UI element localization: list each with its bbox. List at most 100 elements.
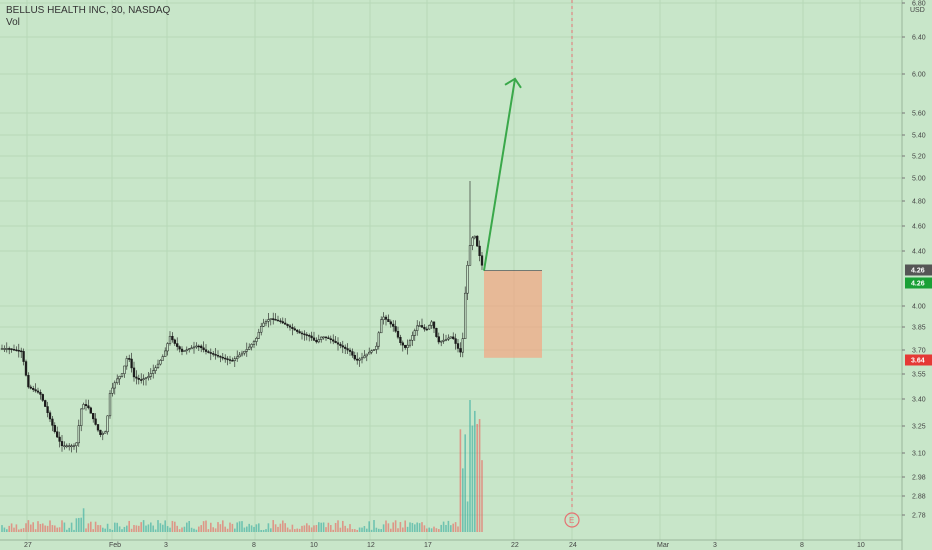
- candle-down: [274, 319, 277, 321]
- candle-down: [226, 358, 229, 361]
- candle-up: [260, 326, 263, 333]
- candle-down: [176, 343, 179, 347]
- candle-down: [404, 344, 407, 348]
- candle-up: [466, 265, 469, 294]
- candle-up: [248, 346, 251, 350]
- volume-bar: [49, 520, 51, 532]
- price-tick-label: 2.98: [912, 475, 926, 482]
- volume-bar: [140, 522, 142, 532]
- volume-bar: [188, 520, 190, 532]
- candle-up: [168, 335, 172, 344]
- candle-down: [221, 356, 224, 359]
- volume-bar: [459, 429, 462, 532]
- candle-down: [58, 436, 61, 442]
- candle-up: [408, 340, 412, 346]
- candle-up: [363, 355, 366, 359]
- price-tick-label: 3.85: [912, 325, 926, 332]
- candle-up: [159, 360, 162, 365]
- volume-bar: [445, 524, 447, 532]
- candle-up: [82, 404, 85, 410]
- candle-down: [437, 336, 440, 343]
- candle-down: [137, 377, 140, 380]
- candle-down: [10, 348, 13, 350]
- candle-down: [140, 379, 143, 381]
- time-tick-label: 24: [569, 542, 577, 549]
- candlestick-series: [0, 180, 484, 453]
- volume-bar: [260, 529, 262, 532]
- volume-bar: [58, 527, 61, 532]
- volume-bar: [46, 525, 49, 532]
- candle-down: [214, 354, 217, 356]
- volume-bar: [195, 529, 198, 532]
- volume-bar: [238, 521, 241, 532]
- candle-down: [346, 348, 349, 351]
- candle-down: [200, 345, 203, 349]
- time-tick-label: Feb: [109, 542, 121, 549]
- candle-down: [46, 406, 49, 413]
- volume-bar: [116, 522, 118, 532]
- volume-bar: [440, 524, 442, 532]
- volume-bar: [154, 529, 157, 532]
- volume-bar: [85, 528, 87, 532]
- candle-up: [104, 431, 107, 434]
- volume-bar: [231, 523, 234, 532]
- volume-bar: [234, 528, 236, 532]
- volume-bar: [44, 525, 46, 532]
- volume-bar: [202, 521, 205, 532]
- candle-up: [320, 336, 323, 340]
- projection-arrow-head: [504, 77, 522, 89]
- volume-bar: [363, 526, 366, 532]
- price-badge: [905, 354, 932, 366]
- volume-bar: [296, 528, 298, 532]
- candle-up: [118, 376, 121, 380]
- candle-down: [435, 327, 438, 337]
- volume-bar: [75, 518, 78, 532]
- candle-up: [156, 363, 160, 369]
- candle-down: [480, 255, 484, 266]
- candle-down: [293, 328, 296, 331]
- candle-down: [308, 335, 311, 337]
- volume-bar: [54, 525, 56, 532]
- volume-bar: [210, 522, 212, 532]
- candle-down: [454, 338, 457, 344]
- volume-bar: [298, 528, 301, 532]
- time-tick-label: Mar: [657, 542, 670, 549]
- time-tick-label: 8: [252, 542, 256, 549]
- candle-up: [444, 339, 448, 341]
- candle-down: [305, 334, 308, 336]
- candle-down: [384, 316, 388, 320]
- price-tick-label: 3.70: [912, 348, 926, 355]
- candle-down: [459, 348, 462, 353]
- candle-down: [224, 357, 227, 360]
- candle-up: [125, 358, 128, 367]
- volume-bar: [219, 524, 222, 532]
- candle-down: [89, 407, 92, 414]
- price-tick-label: 5.60: [912, 111, 926, 118]
- volume-bar: [171, 520, 174, 532]
- grid-lines: [0, 0, 902, 540]
- volume-bar: [226, 528, 229, 532]
- volume-bar: [25, 523, 27, 532]
- candle-up: [192, 346, 196, 349]
- time-tick-label: 17: [424, 542, 432, 549]
- volume-bar: [42, 523, 44, 532]
- price-tick-label: 6.40: [912, 35, 926, 42]
- candle-down: [48, 412, 52, 420]
- volume-bar: [145, 525, 147, 532]
- candle-down: [392, 323, 395, 327]
- volume-bar: [8, 525, 10, 532]
- volume-bar: [378, 528, 380, 532]
- candle-up: [368, 351, 371, 355]
- candle-up: [0, 348, 4, 350]
- volume-bar: [207, 529, 210, 532]
- price-tick-label: 6.80: [912, 1, 926, 8]
- candle-down: [327, 337, 330, 340]
- time-tick-label: 3: [713, 542, 717, 549]
- candle-down: [36, 390, 40, 393]
- candle-down: [272, 318, 275, 320]
- chart-header: BELLUS HEALTH INC, 30, NASDAQ Vol: [6, 5, 170, 29]
- volume-bar: [183, 526, 186, 532]
- volume-bar: [433, 526, 435, 532]
